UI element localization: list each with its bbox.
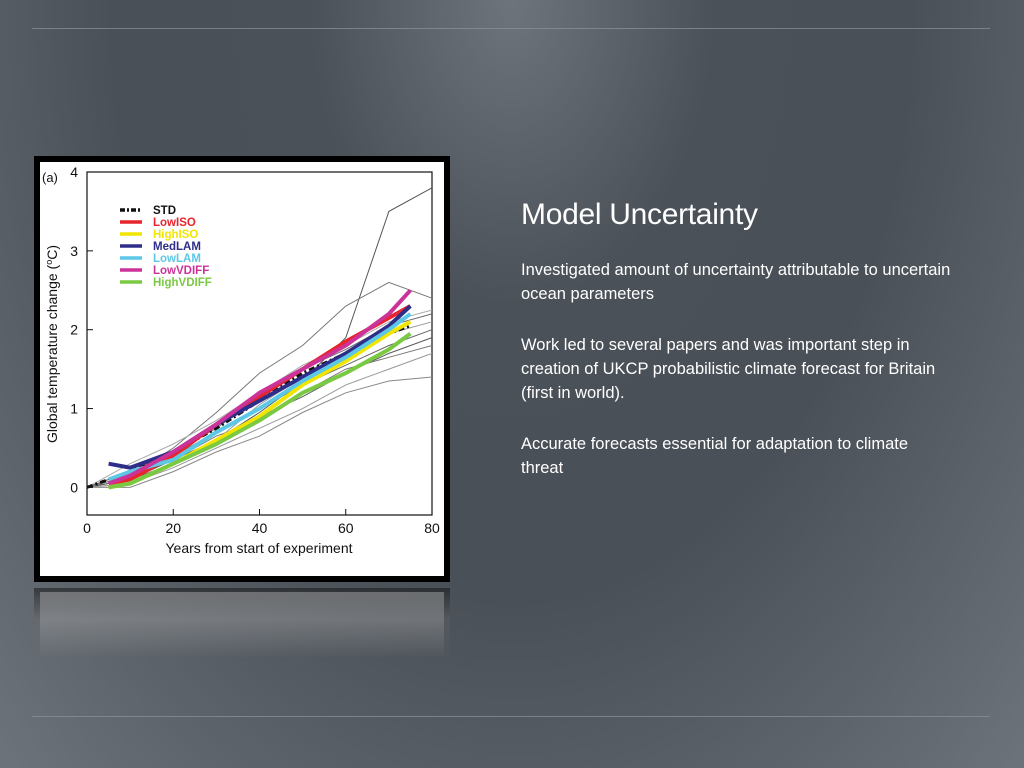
legend-label: LowLAM <box>153 253 201 265</box>
x-axis-ticks: 0 20 40 60 80 <box>83 509 440 536</box>
bottom-divider-line <box>32 716 990 717</box>
slide-title: Model Uncertainty <box>521 198 758 231</box>
chart-figure: (a) 0 20 40 60 80 0 1 2 3 4 Years from start of … <box>34 156 450 582</box>
y-tick-label: 0 <box>70 479 78 495</box>
bullet-ocean-parameters: Investigated amount of uncertainty attri… <box>521 261 951 303</box>
y-axis-label-text: Global temperature change ( <box>44 264 60 443</box>
y-axis-label-degree: o <box>44 260 54 265</box>
y-tick-label: 3 <box>70 243 78 259</box>
chart-legend: STDLowISOHighISOMedLAMLowLAMLowVDIFFHigh… <box>120 205 212 289</box>
y-axis-label: Global temperature change (oC) <box>44 245 60 443</box>
bullet-adaptation: Accurate forecasts essential for adaptat… <box>521 435 909 477</box>
legend-label: LowVDIFF <box>153 265 209 277</box>
top-divider-line <box>32 28 990 29</box>
x-tick-label: 20 <box>165 520 181 536</box>
legend-label: HighISO <box>153 229 198 241</box>
y-tick-label: 4 <box>70 164 78 180</box>
x-tick-label: 0 <box>83 520 91 536</box>
series-line <box>108 331 412 490</box>
parameter-series-lines <box>86 288 412 490</box>
legend-label: MedLAM <box>153 241 201 253</box>
ensemble-member-line <box>86 281 433 488</box>
series-line <box>107 288 412 486</box>
temperature-chart: (a) 0 20 40 60 80 0 1 2 3 4 Years from start of … <box>42 164 440 556</box>
panel-label: (a) <box>42 170 58 185</box>
x-tick-label: 60 <box>338 520 354 536</box>
x-tick-label: 40 <box>252 520 268 536</box>
y-axis-ticks: 0 1 2 3 4 <box>70 164 93 495</box>
x-axis-label: Years from start of experiment <box>165 540 352 556</box>
y-tick-label: 1 <box>70 401 78 417</box>
legend-label: STD <box>153 205 176 217</box>
chart-reflection <box>34 588 450 658</box>
chart-panel: (a) 0 20 40 60 80 0 1 2 3 4 Years from start of … <box>40 162 444 576</box>
series-line <box>108 304 412 470</box>
bullet-ukcp-papers: Work led to several papers and was impor… <box>521 336 936 402</box>
legend-label: HighVDIFF <box>153 277 212 289</box>
legend-label: LowISO <box>153 217 196 229</box>
ensemble-member-line <box>87 376 433 488</box>
bullet-list: Investigated amount of uncertainty attri… <box>521 258 951 507</box>
y-tick-label: 2 <box>70 322 78 338</box>
y-axis-label-unit: C) <box>44 245 60 260</box>
x-tick-label: 80 <box>424 520 440 536</box>
